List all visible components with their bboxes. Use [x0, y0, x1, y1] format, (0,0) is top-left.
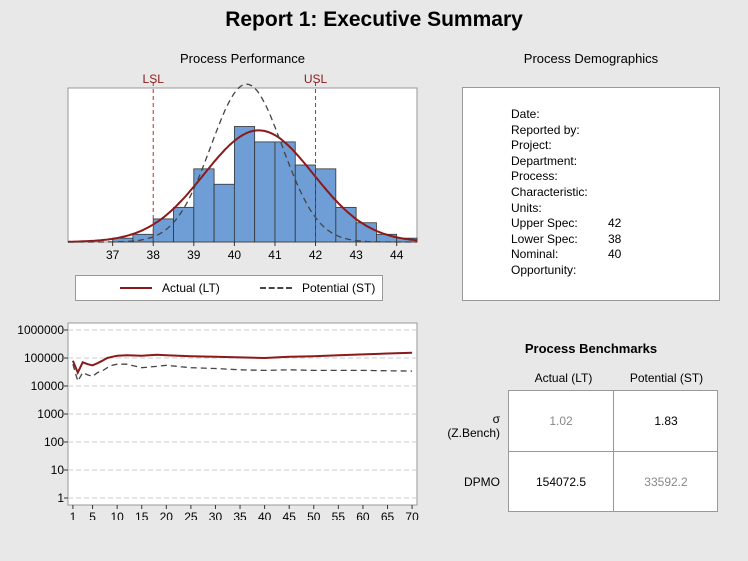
report-title: Report 1: Executive Summary [225, 8, 523, 31]
x-tick-label: 38 [147, 248, 161, 262]
usl-label: USL [304, 72, 328, 86]
x-tick-label: 41 [268, 248, 282, 262]
performance-legend: Actual (LT) Potential (ST) [75, 275, 383, 301]
bench-row-sigma: σ (Z.Bench) [440, 412, 500, 440]
histogram-bar [274, 141, 296, 243]
demographics-label: Department: [511, 153, 578, 168]
y-tick-label: 10 [51, 463, 65, 477]
actual-trend-line [71, 351, 413, 376]
histogram-chart: LSL USL 37 38 39 40 41 42 43 44 [67, 72, 418, 262]
lsl-label: LSL [143, 72, 165, 86]
legend-potential: Potential (ST) [260, 281, 375, 295]
demographics-label: Reported by: [511, 122, 580, 137]
demographics-label: Units: [511, 200, 542, 215]
histogram-bar [193, 168, 215, 243]
histogram-bar [254, 141, 276, 243]
performance-title: Process Performance [180, 51, 305, 66]
x-tick-label: 35 [233, 510, 247, 520]
bench-row-dpmo: DPMO [464, 475, 500, 489]
y-tick-label: 1 [57, 491, 64, 505]
y-tick-label: 10000 [31, 379, 65, 393]
demographics-label: Upper Spec: [511, 216, 578, 231]
x-tick-label: 5 [89, 510, 96, 520]
bench-dpmo-actual: 154072.5 [509, 452, 614, 512]
demographics-label: Date: [511, 107, 540, 121]
histogram-bar [294, 164, 316, 243]
x-tick-label: 40 [258, 510, 272, 520]
bench-sigma-actual: 1.02 [509, 391, 614, 452]
x-tick-label: 10 [110, 510, 124, 520]
x-tick-label: 45 [283, 510, 297, 520]
x-tick-label: 43 [349, 248, 363, 262]
sigma-label: (Z.Bench) [447, 426, 500, 440]
y-tick-label: 100000 [24, 351, 64, 365]
legend-actual-swatch [120, 287, 152, 289]
demographics-value: 40 [608, 247, 622, 262]
demographics-label: Lower Spec: [511, 231, 578, 246]
x-tick-label: 55 [332, 510, 346, 520]
demographics-label: Nominal: [511, 247, 559, 262]
x-tick-label: 15 [135, 510, 149, 520]
bench-col-potential: Potential (ST) [629, 371, 704, 385]
histogram-bar [213, 183, 235, 243]
x-tick-label: 30 [209, 510, 223, 520]
sigma-symbol: σ [492, 412, 500, 426]
bench-dpmo-potential: 33592.2 [644, 475, 688, 489]
actual-curve [68, 129, 418, 243]
legend-potential-swatch [260, 287, 292, 289]
x-tick-label: 42 [309, 248, 323, 262]
bench-col-actual: Actual (LT) [534, 371, 593, 385]
benchmarks-table: 1.02 1.83 154072.5 33592.2 [508, 390, 718, 512]
y-tick-label: 1000000 [17, 323, 64, 337]
demographics-label: Opportunity: [511, 263, 577, 277]
demographics-label: Process: [511, 169, 558, 184]
x-tick-label: 50 [307, 510, 321, 520]
legend-actual: Actual (LT) [120, 281, 220, 295]
x-tick-label: 70 [405, 510, 419, 520]
demographics-box: Date: Reported by: Project: Department: Proc… [462, 87, 720, 301]
y-tick-label: 1000 [37, 407, 64, 421]
potential-curve [68, 83, 417, 243]
legend-potential-label: Potential (ST) [302, 281, 376, 295]
legend-actual-label: Actual (LT) [162, 281, 220, 295]
benchmarks-title: Process Benchmarks [524, 341, 658, 356]
demographics-label: Project: [511, 138, 552, 153]
x-tick-label: 37 [106, 248, 120, 262]
x-tick-label: 25 [184, 510, 198, 520]
x-tick-label: 1 [70, 510, 77, 520]
x-tick-label: 20 [160, 510, 174, 520]
demographics-title: Process Demographics [523, 51, 659, 66]
demographics-value: 38 [608, 231, 622, 246]
x-tick-label: 60 [356, 510, 370, 520]
demographics-label: Characteristic: [511, 185, 588, 199]
histogram-bar [233, 126, 256, 243]
x-tick-label: 40 [228, 248, 242, 262]
x-tick-label: 44 [390, 248, 404, 262]
bench-sigma-potential: 1.83 [614, 391, 718, 452]
y-tick-label: 100 [44, 435, 64, 449]
x-tick-label: 65 [381, 510, 395, 520]
histogram-bar [173, 206, 195, 243]
demographics-value: 42 [608, 216, 622, 231]
x-tick-label: 39 [187, 248, 201, 262]
